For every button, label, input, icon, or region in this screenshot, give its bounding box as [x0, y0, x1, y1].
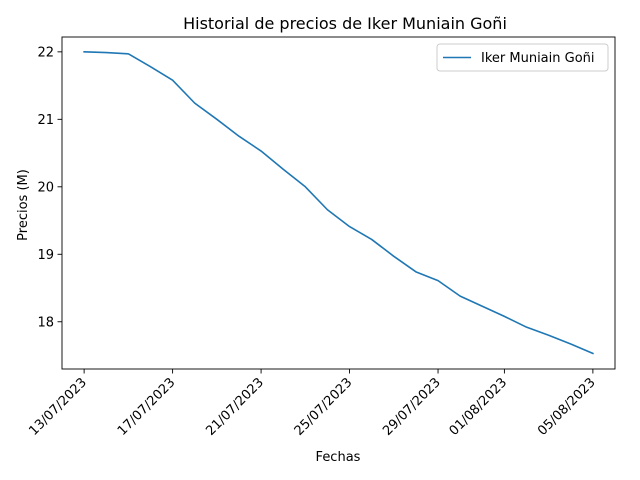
legend-label-0: Iker Muniain Goñi [481, 51, 595, 66]
y-tick-label: 21 [37, 113, 54, 128]
legend-box [436, 43, 609, 72]
y-tick-label: 19 [37, 248, 54, 263]
y-tick-label: 18 [37, 315, 54, 330]
y-tick-label: 22 [37, 45, 54, 60]
plot-frame [61, 36, 616, 370]
legend: Iker Muniain Goñi [436, 43, 609, 72]
y-axis: 18 19 20 21 22 [37, 45, 62, 330]
y-axis-label: Precios (M) [16, 169, 31, 241]
y-tick-label: 20 [37, 180, 54, 195]
x-axis-label: Fechas [316, 450, 361, 465]
series-line-0 [83, 51, 594, 355]
plot-area [61, 36, 616, 370]
chart-title: Historial de precios de Iker Muniain Goñ… [183, 14, 507, 33]
